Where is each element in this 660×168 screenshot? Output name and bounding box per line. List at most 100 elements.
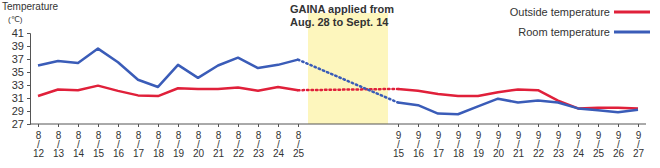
x-tick-label: 9/15 — [393, 130, 405, 159]
x-tick: 9/23 — [553, 124, 565, 159]
x-tick-label: 8/12 — [33, 130, 45, 159]
x-tick-mark — [138, 124, 139, 127]
x-tick-mark — [598, 124, 599, 127]
x-tick-mark — [578, 124, 579, 127]
y-tick: 39 — [12, 40, 30, 52]
x-tick-mark — [618, 124, 619, 127]
x-tick: 8/16 — [113, 124, 125, 159]
x-tick-mark — [118, 124, 119, 127]
x-tick-label: 9/19 — [473, 130, 485, 159]
y-tick-mark — [27, 46, 30, 47]
legend-label: Room temperature — [518, 26, 610, 38]
x-tick: 9/24 — [573, 124, 585, 159]
y-tick: 33 — [12, 79, 30, 91]
y-tick: 37 — [12, 53, 30, 65]
y-tick: 29 — [12, 105, 30, 117]
y-tick: 31 — [12, 92, 30, 104]
x-tick: 8/17 — [133, 124, 145, 159]
annotation-line: Aug. 28 to Sept. 14 — [290, 16, 389, 28]
annotation-line: GAINA applied from — [290, 3, 394, 15]
series-line — [38, 49, 638, 115]
x-tick: 9/17 — [433, 124, 445, 159]
y-tick-label: 37 — [12, 53, 24, 65]
y-tick-label: 27 — [12, 118, 24, 130]
x-tick-label: 8/14 — [73, 130, 85, 159]
x-tick-label: 8/19 — [173, 130, 185, 159]
x-tick-mark — [518, 124, 519, 127]
x-tick-label: 8/20 — [193, 130, 205, 159]
x-tick: 9/21 — [513, 124, 525, 159]
y-tick: 41 — [12, 27, 30, 39]
x-tick-label: 9/22 — [533, 130, 545, 159]
x-tick-label: 9/24 — [573, 130, 585, 159]
x-tick-mark — [158, 124, 159, 127]
plot-area — [38, 49, 638, 115]
x-tick: 9/27 — [633, 124, 645, 159]
x-tick: 9/18 — [453, 124, 465, 159]
y-tick-label: 39 — [12, 40, 24, 52]
x-tick: 9/19 — [473, 124, 485, 159]
y-tick-label: 33 — [12, 79, 24, 91]
x-tick: 8/25 — [293, 124, 305, 159]
x-tick-mark — [178, 124, 179, 127]
x-tick-mark — [58, 124, 59, 127]
x-tick-mark — [638, 124, 639, 127]
legend-swatch — [614, 11, 650, 14]
x-tick-label: 8/18 — [153, 130, 165, 159]
x-tick-label: 8/25 — [293, 130, 305, 159]
x-tick-label: 9/17 — [433, 130, 445, 159]
x-tick-mark — [538, 124, 539, 127]
x-tick-mark — [418, 124, 419, 127]
y-axis-title: Temperature — [2, 1, 59, 12]
x-tick-label: 8/17 — [133, 130, 145, 159]
x-tick: 9/16 — [413, 124, 425, 159]
x-tick-mark — [398, 124, 399, 127]
legend-label: Outside temperature — [510, 6, 610, 18]
x-tick-label: 9/21 — [513, 130, 525, 159]
x-axis: 8/128/138/148/158/168/178/188/198/208/21… — [30, 124, 646, 159]
x-tick-mark — [78, 124, 79, 127]
x-tick-label: 9/18 — [453, 130, 465, 159]
x-axis-line — [30, 124, 646, 125]
x-tick-label: 9/16 — [413, 130, 425, 159]
x-tick-mark — [198, 124, 199, 127]
series-line — [38, 86, 638, 109]
x-tick: 9/25 — [593, 124, 605, 159]
y-axis-line — [27, 34, 31, 125]
y-axis: 2729313335373941 — [12, 27, 31, 130]
x-tick-mark — [38, 124, 39, 127]
annotation: GAINA applied fromAug. 28 to Sept. 14 — [290, 3, 394, 28]
y-tick-mark — [27, 98, 30, 99]
x-tick-mark — [238, 124, 239, 127]
x-tick-label: 8/23 — [253, 130, 265, 159]
x-tick-label: 9/20 — [493, 130, 505, 159]
x-tick: 8/24 — [273, 124, 285, 159]
legend: Outside temperature Room temperature — [510, 6, 650, 38]
y-tick-label: 35 — [12, 66, 24, 78]
x-tick: 8/22 — [233, 124, 245, 159]
y-tick-mark — [27, 72, 30, 73]
x-tick-label: 9/26 — [613, 130, 625, 159]
x-tick-mark — [438, 124, 439, 127]
x-tick-mark — [218, 124, 219, 127]
x-tick-mark — [498, 124, 499, 127]
x-tick-mark — [558, 124, 559, 127]
x-tick-label: 8/16 — [113, 130, 125, 159]
x-tick: 8/13 — [53, 124, 65, 159]
x-tick-mark — [258, 124, 259, 127]
x-tick-mark — [298, 124, 299, 127]
y-axis-unit: (℃) — [8, 15, 23, 24]
x-tick-label: 8/22 — [233, 130, 245, 159]
y-tick-mark — [27, 59, 30, 60]
x-tick: 9/26 — [613, 124, 625, 159]
y-tick: 35 — [12, 66, 30, 78]
x-tick: 9/15 — [393, 124, 405, 159]
chart: GAINA applied fromAug. 28 to Sept. 14 272… — [0, 0, 660, 168]
x-tick-mark — [278, 124, 279, 127]
x-tick: 9/22 — [533, 124, 545, 159]
x-tick: 8/21 — [213, 124, 225, 159]
y-tick: 27 — [12, 118, 30, 130]
y-tick-mark — [27, 124, 30, 125]
x-tick-label: 8/13 — [53, 130, 65, 159]
x-tick: 8/18 — [153, 124, 165, 159]
